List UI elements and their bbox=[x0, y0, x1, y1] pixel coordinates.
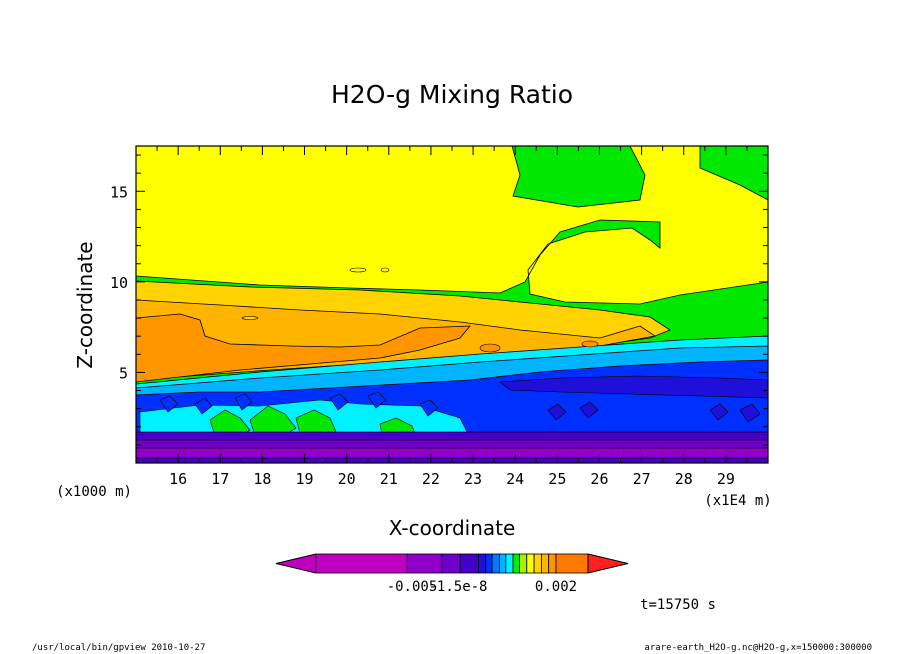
region-deep-blue-base bbox=[136, 431, 768, 441]
x-tick-label: 24 bbox=[506, 470, 524, 488]
colorbar-left-arrow bbox=[275, 553, 317, 574]
time-annotation: t=15750 s bbox=[640, 597, 716, 613]
x-tick-label: 19 bbox=[296, 470, 314, 488]
colorbar-segment bbox=[499, 553, 507, 574]
colorbar-segment bbox=[505, 553, 514, 574]
colorbar-label: -0.005 bbox=[387, 579, 438, 595]
x-tick-label: 21 bbox=[380, 470, 398, 488]
colorbar-right-arrow bbox=[587, 553, 629, 574]
region-deep-blue bbox=[499, 375, 768, 399]
colorbar-label: -1.5e-8 bbox=[428, 579, 487, 595]
x-tick-label: 22 bbox=[422, 470, 440, 488]
x-tick-label: 17 bbox=[211, 470, 229, 488]
chart-title: H2O-g Mixing Ratio bbox=[331, 80, 573, 109]
colorbar-segment bbox=[478, 553, 487, 574]
x-tick-label: 25 bbox=[548, 470, 566, 488]
y-unit-label: (x1000 m) bbox=[56, 484, 132, 500]
x-tick-label: 16 bbox=[169, 470, 187, 488]
colorbar: -0.005-1.5e-8 0.002 bbox=[275, 553, 629, 595]
axes: 16 17 18 19 20 21 22 23 24 25 26 27 28 29 5 10 15 bbox=[110, 146, 769, 488]
x-unit-label: (x1E4 m) bbox=[704, 493, 771, 509]
colorbar-segment bbox=[485, 553, 493, 574]
colorbar-segment bbox=[406, 553, 443, 574]
x-tick-label: 28 bbox=[675, 470, 693, 488]
colorbar-segment bbox=[540, 553, 550, 574]
region-moist-core bbox=[136, 313, 471, 383]
x-tick-label: 27 bbox=[633, 470, 651, 488]
y-tick-label: 10 bbox=[110, 274, 128, 292]
colorbar-segment bbox=[533, 553, 542, 574]
x-tick-label: 18 bbox=[253, 470, 271, 488]
colorbar-segment bbox=[548, 553, 557, 574]
colorbar-segment bbox=[519, 553, 528, 574]
boundary-layer-patches bbox=[139, 391, 761, 439]
footer-right: arare-earth_H2O-g.nc@H2O-g,x=150000:3000… bbox=[644, 643, 872, 653]
colorbar-segment bbox=[526, 553, 535, 574]
x-axis-label: X-coordinate bbox=[389, 516, 516, 540]
colorbar-segment bbox=[512, 553, 520, 574]
footer-left: /usr/local/bin/gpview 2010-10-27 bbox=[32, 643, 205, 653]
plot-area bbox=[136, 146, 768, 463]
colorbar-label: 0.002 bbox=[535, 579, 577, 595]
colorbar-segment bbox=[459, 553, 479, 574]
colorbar-segment bbox=[555, 553, 589, 574]
colorbar-segment bbox=[441, 553, 461, 574]
region-bottom-purple bbox=[136, 447, 768, 459]
x-tick-label: 29 bbox=[717, 470, 735, 488]
y-tick-label: 15 bbox=[110, 183, 128, 201]
region-upper-yellow bbox=[136, 146, 768, 305]
x-tick-label: 20 bbox=[338, 470, 356, 488]
x-tick-label: 26 bbox=[590, 470, 608, 488]
x-tick-label: 23 bbox=[464, 470, 482, 488]
region-low-violet bbox=[136, 439, 768, 449]
y-axis-label: Z-coordinate bbox=[73, 241, 97, 368]
colorbar-segment bbox=[491, 553, 500, 574]
colorbar-segment bbox=[315, 553, 408, 574]
y-tick-label: 5 bbox=[119, 364, 128, 382]
